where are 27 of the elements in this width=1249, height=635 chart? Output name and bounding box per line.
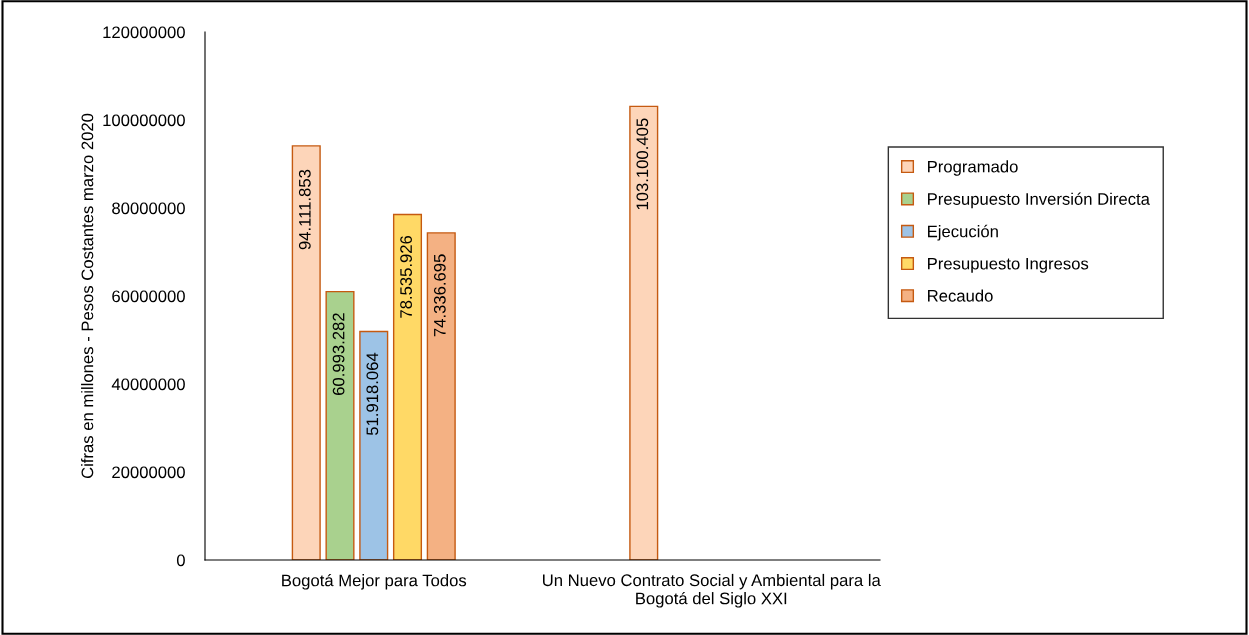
data-label: 60.993.282	[332, 313, 345, 395]
x-tick-label: Un Nuevo Contrato Social y Ambiental para la Bogotá del Siglo XXI	[543, 573, 881, 608]
bar	[426, 232, 456, 560]
y-tick-label: 60000000	[112, 290, 185, 303]
bar	[359, 330, 389, 560]
data-label: 74.336.695	[433, 254, 446, 337]
data-label: 78.535.926	[400, 235, 412, 318]
y-axis-title: Cifras en millones - Pesos Costantes marzo 2020	[81, 113, 94, 479]
y-tick-label: 100000000	[103, 114, 185, 127]
data-label: 103.100.405	[636, 118, 649, 210]
x-tick-label: Bogotá Mejor para Todos	[282, 573, 467, 590]
y-tick-label: 40000000	[111, 378, 185, 391]
y-tick-label: 0	[176, 554, 185, 567]
legend-label: Presupuesto Ingresos	[928, 257, 1089, 273]
bar	[629, 105, 659, 560]
data-label: 94.111.853	[298, 169, 311, 250]
y-tick-label: 20000000	[112, 466, 185, 479]
legend-label: Presupuesto Inversión Directa	[928, 192, 1150, 209]
y-tick-label: 80000000	[112, 202, 185, 215]
legend-label: Programado	[928, 160, 1018, 176]
y-tick-label: 120000000	[103, 26, 185, 39]
legend-label: Ejecución	[928, 224, 998, 241]
legend-label: Recaudo	[928, 289, 993, 302]
bar	[291, 145, 321, 560]
data-label: 51.918.064	[366, 352, 379, 436]
bar	[325, 290, 355, 560]
bar	[392, 213, 423, 560]
